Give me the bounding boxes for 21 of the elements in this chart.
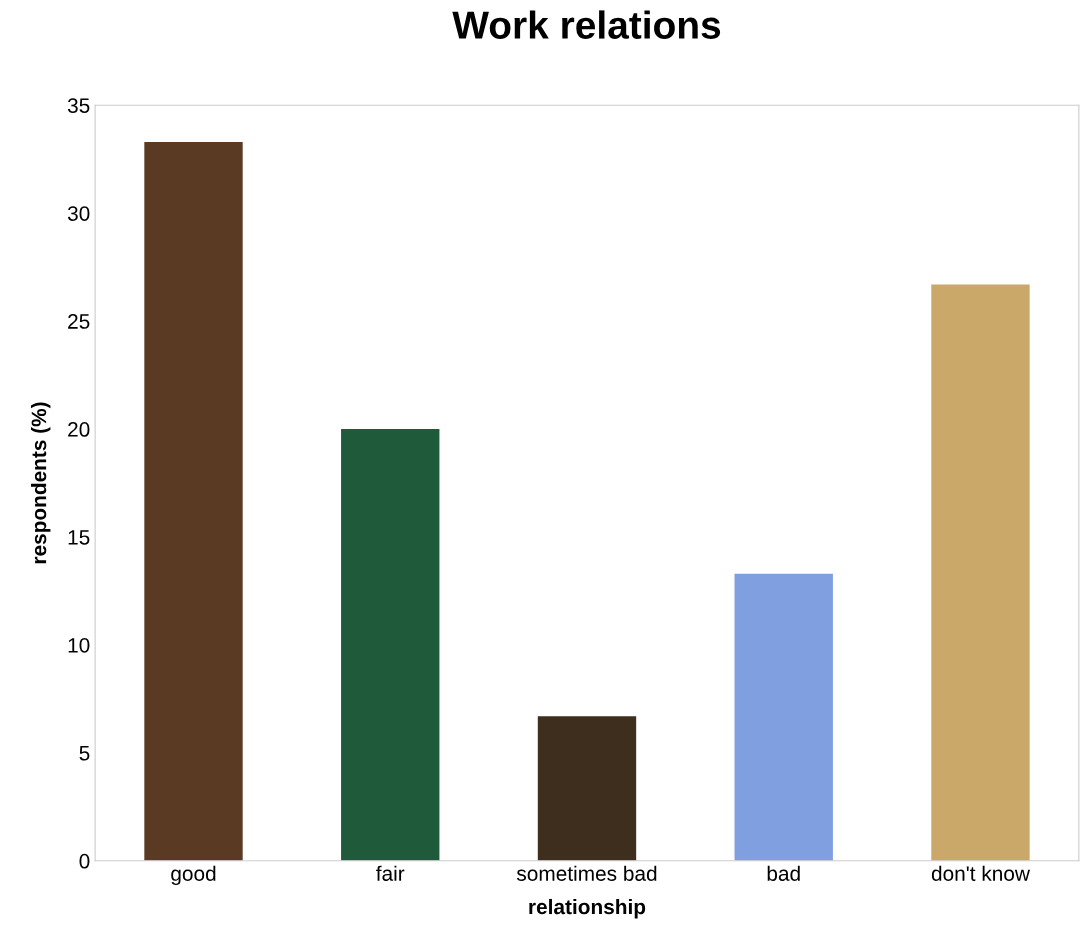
y-tick-label: 25 <box>68 314 90 329</box>
y-tick-label: 30 <box>67 206 90 221</box>
y-tick-label: 35 <box>67 98 90 113</box>
bar <box>931 284 1030 861</box>
bar <box>144 141 243 861</box>
y-tick-label: 10 <box>68 637 90 653</box>
y-axis-title: respondents (%) <box>31 402 51 564</box>
chart-title: Work relations <box>452 10 721 39</box>
y-tick-label: 20 <box>68 422 90 437</box>
y-tick-label: 0 <box>79 853 90 869</box>
x-tick-label: don't know <box>931 865 1030 881</box>
x-axis-title: relationship <box>529 898 646 919</box>
bar <box>537 716 637 861</box>
y-tick-label: 15 <box>68 530 90 545</box>
y-tick-label: 5 <box>79 746 90 761</box>
x-tick-label: sometimes bad <box>516 865 657 881</box>
bar <box>734 573 833 861</box>
x-tick-label: good <box>171 865 216 886</box>
x-tick-label: bad <box>767 865 800 881</box>
bar <box>341 429 440 861</box>
x-tick-label: fair <box>376 865 405 881</box>
